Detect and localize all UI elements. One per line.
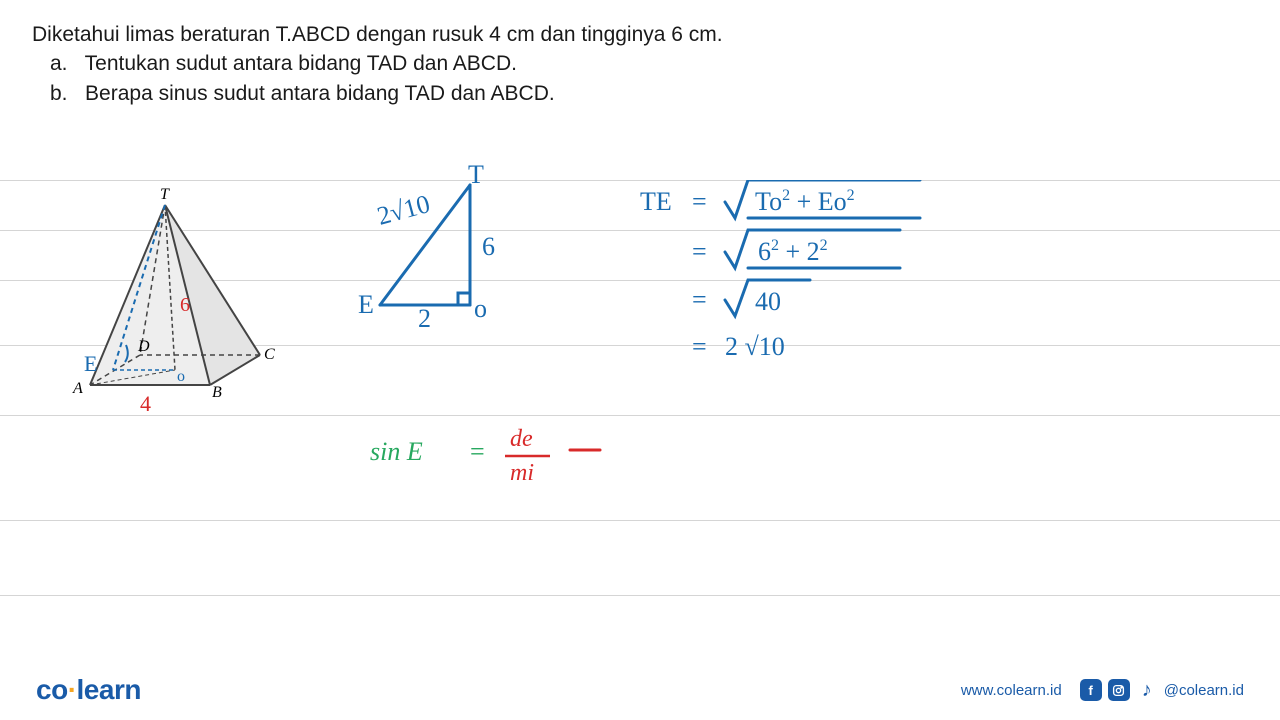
label-A: A [72, 380, 83, 397]
calc-40: 40 [755, 287, 781, 316]
logo-dot: · [68, 674, 77, 705]
calc-2: 2 [807, 237, 820, 266]
sin-block: sin E = de mi [370, 420, 670, 500]
footer-url: www.colearn.id [961, 682, 1062, 699]
social-handle: @colearn.id [1164, 682, 1244, 699]
calc-eq4: = [692, 332, 707, 361]
q-b-text: Berapa sinus sudut antara bidang TAD dan… [85, 82, 555, 105]
label-C: C [264, 346, 275, 363]
calc-6: 6 [758, 237, 771, 266]
question-stem: Diketahui limas beraturan T.ABCD dengan … [32, 20, 1248, 49]
tiktok-icon: ♪ [1136, 679, 1158, 701]
calc-block: TE = To2 + Eo2 = 62 + 22 = 40 = 2 √10 [640, 180, 990, 410]
brand-logo: co·learn [36, 674, 141, 706]
label-T: T [160, 186, 170, 203]
question-a: a. Tentukan sudut antara bidang TAD dan … [32, 49, 1248, 78]
calc-eq1: = [692, 187, 707, 216]
calc-eo: Eo [818, 187, 847, 216]
label-E: E [84, 351, 97, 376]
label-height: 6 [180, 294, 190, 316]
q-b-prefix: b. [50, 82, 68, 105]
tri-base: 2 [418, 304, 431, 333]
svg-text:62 + 22: 62 + 22 [758, 227, 828, 266]
instagram-icon [1108, 679, 1130, 701]
calc-to: To [755, 187, 782, 216]
sin-den: mi [510, 460, 534, 486]
calc-eq2: = [692, 237, 707, 266]
q-a-prefix: a. [50, 52, 68, 75]
social-icons: f ♪ @colearn.id [1080, 679, 1244, 701]
sin-lhs: sin E [370, 437, 423, 466]
label-O: o [177, 368, 185, 385]
question-b: b. Berapa sinus sudut antara bidang TAD … [32, 79, 1248, 108]
label-base: 4 [140, 391, 151, 416]
calc-final: 2 √10 [725, 332, 785, 361]
tri-hyp: 2√10 [374, 189, 433, 231]
footer: co·learn www.colearn.id f ♪ @colearn.id [0, 660, 1280, 720]
aux-triangle: T E o 2√10 6 2 [340, 165, 540, 335]
question-block: Diketahui limas beraturan T.ABCD dengan … [0, 0, 1280, 108]
q-a-text: Tentukan sudut antara bidang TAD dan ABC… [85, 52, 517, 75]
logo-learn: learn [77, 674, 141, 705]
footer-right: www.colearn.id f ♪ @colearn.id [961, 679, 1244, 701]
sin-num: de [510, 426, 533, 452]
work-area: T A B C D E o 6 4 T E o 2√10 6 2 TE = To… [0, 150, 1280, 640]
tri-E: E [358, 290, 374, 319]
logo-co: co [36, 674, 68, 705]
tri-vert: 6 [482, 232, 495, 261]
facebook-icon: f [1080, 679, 1102, 701]
label-B: B [212, 384, 222, 401]
tri-O: o [474, 294, 487, 323]
calc-lhs: TE [640, 187, 672, 216]
calc-eq3: = [692, 285, 707, 314]
svg-text:To2 + Eo2: To2 + Eo2 [755, 180, 855, 216]
pyramid-diagram: T A B C D E o 6 4 [50, 185, 290, 425]
tri-T: T [468, 165, 484, 189]
ruled-line [0, 520, 1280, 521]
label-D: D [137, 338, 150, 355]
sin-eq: = [470, 437, 485, 466]
ruled-line [0, 595, 1280, 596]
